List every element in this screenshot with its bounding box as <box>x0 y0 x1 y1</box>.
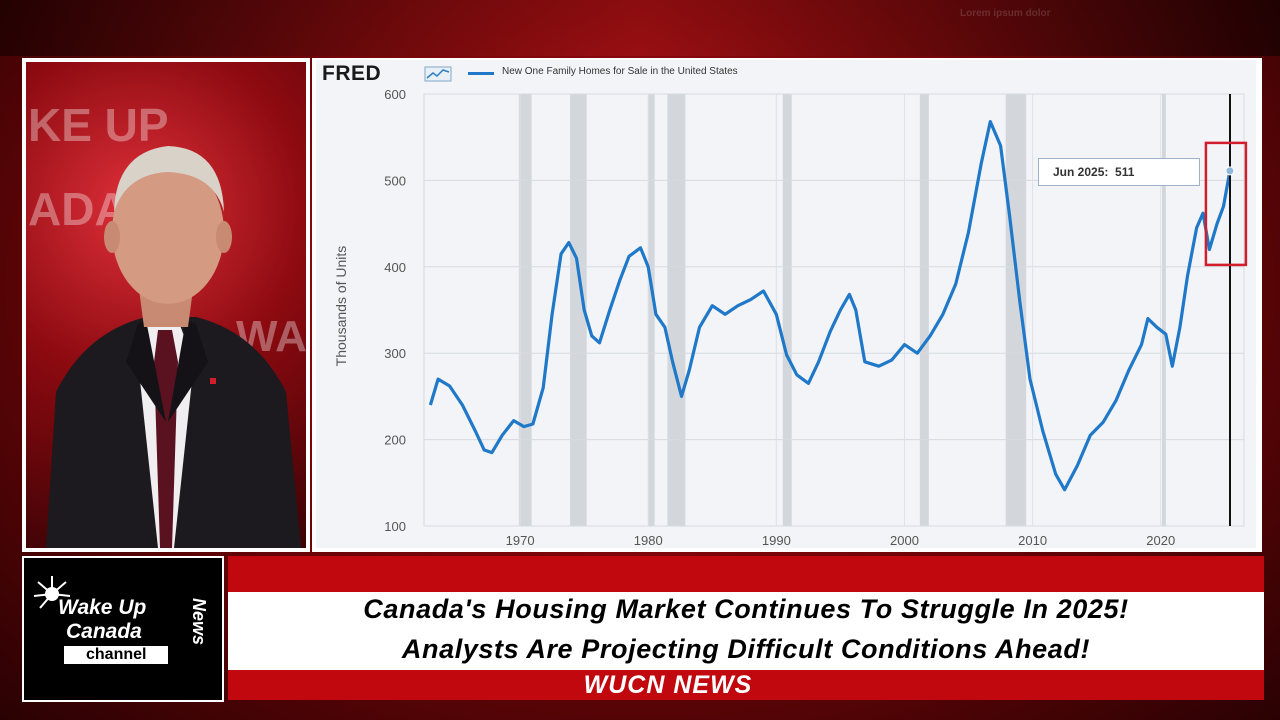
x-tick-label: 2000 <box>890 533 919 548</box>
headline-line-2: Analysts Are Projecting Difficult Condit… <box>401 634 1091 664</box>
plot-area: 100 200 300 400 500 600 1970 1980 1990 2000 2010 2… <box>333 87 1248 548</box>
x-tick-label: 2020 <box>1146 533 1175 548</box>
chart-panel: FRED New One Family Homes for Sale in th… <box>312 58 1262 552</box>
sun-rays-icon <box>33 576 71 609</box>
y-tick-label: 500 <box>384 173 406 188</box>
presenter-video: KE UP ADA WAK <box>26 62 306 548</box>
presenter-video-panel: KE UP ADA WAK <box>22 58 310 552</box>
chart-line-icon <box>424 66 452 82</box>
background-overlay-text: Lorem ipsum dolor <box>960 8 1051 19</box>
logo-text-news: News <box>189 598 209 646</box>
logo-text-wake-up: Wake Up <box>58 596 147 619</box>
tooltip-text: Jun 2025: 511 <box>1053 165 1135 179</box>
x-tick-label: 1970 <box>506 533 535 548</box>
network-label: WUCN NEWS <box>583 671 753 699</box>
banner-red-strip-bottom: WUCN NEWS <box>228 670 1264 700</box>
highlight-box <box>1204 141 1248 267</box>
presenter-figure <box>46 146 301 548</box>
logo-text-canada: Canada <box>66 620 142 643</box>
headline-line-1: Canada's Housing Market Continues To Str… <box>363 594 1129 624</box>
background-top-stripe <box>0 0 1280 56</box>
legend-swatch <box>468 72 494 75</box>
y-tick-label: 100 <box>384 519 406 534</box>
logo-text-channel: channel <box>64 646 169 664</box>
recession-band-1 <box>570 94 587 526</box>
y-axis-label: Thousands of Units <box>333 246 349 367</box>
highlight-point <box>1225 166 1235 176</box>
y-tick-label: 600 <box>384 87 406 102</box>
recession-band-0 <box>518 94 532 526</box>
watermark-text-1: KE UP <box>28 99 169 151</box>
series-line-0 <box>428 119 1232 492</box>
x-tick-label: 1980 <box>634 533 663 548</box>
fred-logo: FRED <box>322 62 382 85</box>
banner-red-strip-top <box>228 556 1264 592</box>
recession-band-6 <box>1005 94 1027 526</box>
recession-band-3 <box>667 94 686 526</box>
fred-chart: FRED New One Family Homes for Sale in th… <box>316 60 1256 548</box>
x-tick-label: 2010 <box>1018 533 1047 548</box>
legend-label: New One Family Homes for Sale in the Uni… <box>502 66 738 77</box>
recession-band-5 <box>919 94 929 526</box>
lower-third-banner: Wake Up Canada channel News Canada's Hou… <box>22 554 1264 702</box>
y-tick-label: 300 <box>384 346 406 361</box>
data-tooltip: Jun 2025: 511 <box>1038 158 1200 186</box>
recession-band-7 <box>1162 94 1166 526</box>
channel-logo: Wake Up Canada channel News <box>22 556 224 702</box>
headline-area: Canada's Housing Market Continues To Str… <box>228 592 1264 670</box>
recession-band-2 <box>648 94 655 526</box>
y-tick-label: 200 <box>384 433 406 448</box>
recession-band-4 <box>782 94 792 526</box>
x-tick-label: 1990 <box>762 533 791 548</box>
y-tick-label: 400 <box>384 260 406 275</box>
